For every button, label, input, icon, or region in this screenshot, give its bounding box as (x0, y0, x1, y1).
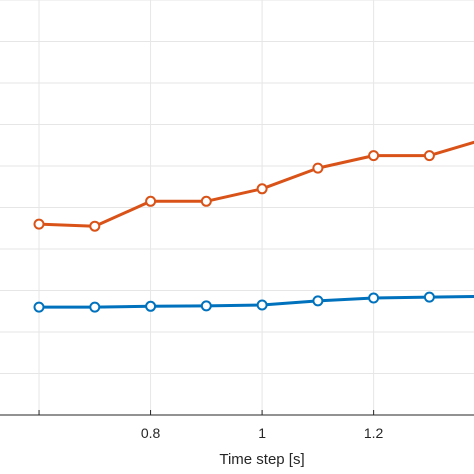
series-1 (33, 140, 474, 232)
x-tick-label: 0.8 (141, 425, 161, 441)
data-point (145, 300, 157, 312)
grid-lines (0, 0, 474, 416)
data-point (312, 295, 324, 307)
series-2 (33, 291, 474, 313)
data-point (368, 150, 380, 162)
data-point (256, 183, 268, 195)
x-axis-label: Time step [s] (219, 451, 304, 468)
data-point (89, 301, 101, 313)
data-point (89, 220, 101, 232)
data-point (33, 218, 45, 230)
series-line (38, 140, 474, 228)
x-tick-label: 1 (258, 425, 266, 441)
series-line (39, 294, 474, 309)
data-point (368, 292, 380, 304)
data-point (200, 195, 212, 207)
data-point (423, 150, 435, 162)
x-tick-labels: 0.8 1 1.2 (141, 425, 384, 441)
axes (0, 410, 474, 416)
data-point (200, 300, 212, 312)
data-point (423, 291, 435, 303)
x-tick-label: 1.2 (364, 425, 384, 441)
data-point (33, 301, 45, 313)
data-point (145, 195, 157, 207)
data-point (256, 299, 268, 311)
series-group (33, 140, 474, 313)
data-point (312, 162, 324, 174)
